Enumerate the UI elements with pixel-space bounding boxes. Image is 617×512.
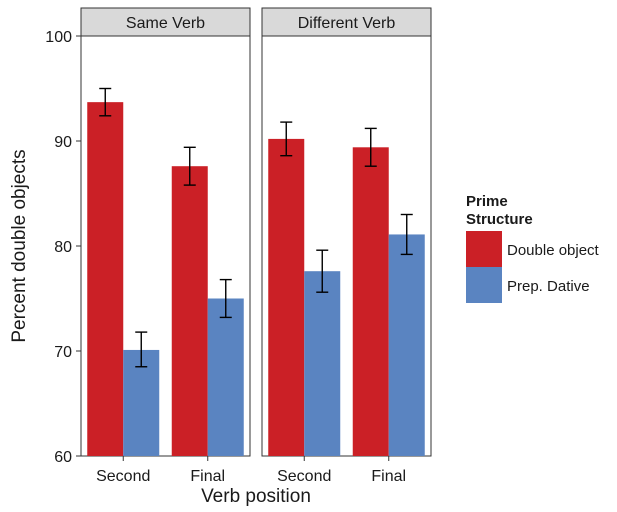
bar <box>207 298 244 456</box>
legend-label: Double object <box>507 242 600 259</box>
y-axis: 60 70 80 90 100 <box>45 29 81 466</box>
facet-panel-0: Same Verb Second Final <box>80 7 251 485</box>
error-bar <box>135 331 148 368</box>
x-tick-label: Second <box>96 468 150 485</box>
error-bar <box>316 249 329 293</box>
y-axis-title: Percent double objects <box>9 149 30 342</box>
facet-label: Different Verb <box>298 15 396 32</box>
error-bar <box>99 87 112 117</box>
bar <box>123 349 160 456</box>
facet-label: Same Verb <box>126 15 205 32</box>
legend-entry: Prep. Dative <box>466 267 590 303</box>
legend-title-line-2: Structure <box>466 211 533 228</box>
error-bar <box>400 213 413 256</box>
y-tick-label: 80 <box>54 239 72 256</box>
bar <box>171 166 208 456</box>
bar <box>87 102 124 457</box>
legend-title-line-1: Prime <box>466 193 508 210</box>
bar <box>268 138 305 456</box>
bar <box>352 147 389 457</box>
legend-label: Prep. Dative <box>507 278 590 295</box>
error-bar <box>280 121 293 157</box>
facet-strip <box>261 7 432 37</box>
error-bar <box>183 146 196 186</box>
bar <box>304 271 341 456</box>
y-tick-label: 100 <box>45 29 72 46</box>
y-tick-label: 70 <box>54 344 72 361</box>
x-tick-label: Second <box>277 468 331 485</box>
x-axis-title: Verb position <box>201 486 311 507</box>
bar <box>388 234 425 456</box>
legend: Prime Structure Double object Prep. Dativ… <box>466 193 600 303</box>
legend-key <box>466 267 502 303</box>
y-tick-label: 90 <box>54 134 72 151</box>
y-tick-label: 60 <box>54 449 72 466</box>
x-tick-label: Final <box>190 468 225 485</box>
legend-key <box>466 231 502 267</box>
facet-panel-1: Different Verb Second Final <box>261 7 432 485</box>
x-tick-label: Final <box>371 468 406 485</box>
legend-entry: Double object <box>466 231 600 267</box>
facets: Same Verb Second Final Different Verb Second… <box>80 7 432 485</box>
error-bar <box>364 127 377 167</box>
error-bar <box>219 278 232 319</box>
facet-strip <box>80 7 251 37</box>
